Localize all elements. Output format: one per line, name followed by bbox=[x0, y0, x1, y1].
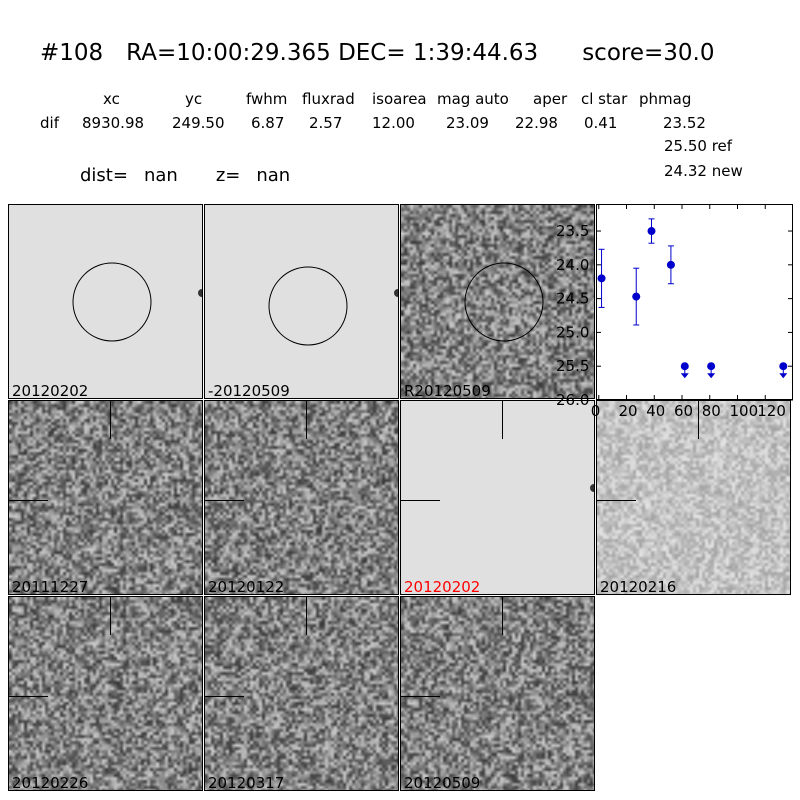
x-tick-label: 100 bbox=[729, 402, 759, 420]
stamp-label-8: 20120226 bbox=[12, 774, 89, 791]
stamp-panel-4: 20111227 bbox=[8, 400, 203, 595]
row-label: dif bbox=[40, 114, 59, 132]
crosshair-vertical-tick bbox=[110, 597, 111, 635]
col-isoarea: isoarea bbox=[372, 90, 427, 108]
light-curve-plot: 23.5 24.0 24.5 25.0 25.5 26.0 0 20 40 60 80 100 120 bbox=[556, 204, 793, 420]
z-label: z= bbox=[215, 165, 241, 186]
crosshair-vertical-tick bbox=[306, 401, 307, 439]
x-tick-label: 40 bbox=[646, 402, 666, 420]
noise-texture bbox=[401, 205, 594, 398]
x-tick-label: 0 bbox=[590, 402, 601, 420]
stamp-label-5: 20120122 bbox=[208, 578, 285, 595]
crosshair-horizontal-tick bbox=[401, 696, 440, 697]
stamp-label-6: 20120202 bbox=[404, 578, 481, 595]
value-xc: 8930.98 bbox=[82, 114, 145, 132]
new-magnitude: 24.32 new bbox=[664, 162, 743, 180]
stamp-panel-6: 20120202 bbox=[400, 400, 595, 595]
stamp-panel-8: 20120226 bbox=[8, 596, 203, 791]
z-value: nan bbox=[256, 165, 291, 186]
data-point bbox=[632, 292, 641, 301]
crosshair-vertical-tick bbox=[502, 597, 503, 635]
candidate-id: #108 bbox=[40, 40, 104, 66]
aperture-circle bbox=[464, 262, 544, 342]
crosshair-horizontal-tick bbox=[597, 500, 636, 501]
score-value: score=30.0 bbox=[582, 40, 715, 66]
noise-texture bbox=[9, 597, 202, 790]
dec-coordinate: DEC= 1:39:44.63 bbox=[338, 40, 539, 66]
value-yc: 249.50 bbox=[172, 114, 225, 132]
x-tick-label: 20 bbox=[618, 402, 638, 420]
data-point bbox=[647, 227, 656, 236]
col-fluxrad: fluxrad bbox=[302, 90, 355, 108]
stamp-label-10: 20120509 bbox=[404, 774, 481, 791]
value-mag-auto: 23.09 bbox=[446, 114, 489, 132]
stamp-label-7: 20120216 bbox=[600, 578, 677, 595]
upper-limit-arrow bbox=[707, 373, 716, 379]
col-xc: xc bbox=[103, 90, 120, 108]
crosshair-vertical-tick bbox=[306, 597, 307, 635]
crosshair-horizontal-tick bbox=[205, 500, 244, 501]
upper-limit-arrow bbox=[779, 373, 788, 379]
noise-texture bbox=[597, 401, 790, 594]
crosshair-horizontal-tick bbox=[401, 500, 440, 501]
plot-frame bbox=[596, 204, 793, 400]
dist-value: nan bbox=[143, 165, 178, 186]
col-mag-auto: mag auto bbox=[437, 90, 509, 108]
y-tick-label: 25.0 bbox=[556, 323, 589, 341]
crosshair-horizontal-tick bbox=[205, 696, 244, 697]
x-tick-label: 120 bbox=[757, 402, 786, 420]
ref-magnitude: 25.50 ref bbox=[664, 137, 733, 155]
stamp-panel-5: 20120122 bbox=[204, 400, 399, 595]
stamp-panel-10: 20120509 bbox=[400, 596, 595, 791]
data-point bbox=[666, 260, 675, 269]
light-curve-svg: 23.5 24.0 24.5 25.0 25.5 26.0 bbox=[556, 204, 793, 409]
stamp-label-4: 20111227 bbox=[12, 578, 89, 595]
aperture-circle bbox=[72, 262, 202, 342]
value-fwhm: 6.87 bbox=[251, 114, 285, 132]
col-phmag: phmag bbox=[639, 90, 692, 108]
stamp-panel-9: 20120317 bbox=[204, 596, 399, 791]
stamp-label-3: R20120509 bbox=[404, 382, 491, 399]
stamp-panel-1: 20120202 bbox=[8, 204, 203, 399]
noise-texture bbox=[205, 597, 398, 790]
stamp-panel-2: -20120509 bbox=[204, 204, 399, 399]
crosshair-horizontal-tick bbox=[9, 696, 48, 697]
data-point bbox=[597, 274, 606, 283]
dist-label: dist= bbox=[80, 165, 128, 186]
col-aper: aper bbox=[533, 90, 568, 108]
candidate-title: #108 RA=10:00:29.365 DEC= 1:39:44.63 score… bbox=[40, 40, 715, 66]
distance-redshift-line: dist= nan z= nan bbox=[80, 165, 290, 186]
stamp-label-9: 20120317 bbox=[208, 774, 285, 791]
value-aper: 22.98 bbox=[515, 114, 558, 132]
ra-coordinate: RA=10:00:29.365 bbox=[126, 40, 331, 66]
stamp-label-1: 20120202 bbox=[12, 382, 89, 399]
crosshair-vertical-tick bbox=[502, 401, 503, 439]
value-fluxrad: 2.57 bbox=[309, 114, 343, 132]
x-tick-label: 80 bbox=[701, 402, 721, 420]
y-tick-label: 24.5 bbox=[556, 290, 589, 308]
source-dot bbox=[590, 484, 594, 492]
upper-limit-arrow bbox=[680, 373, 689, 379]
value-phmag: 23.52 bbox=[663, 114, 706, 132]
crosshair-vertical-tick bbox=[698, 401, 699, 439]
y-tick-label: 24.0 bbox=[556, 256, 589, 274]
noise-texture bbox=[9, 401, 202, 594]
crosshair-horizontal-tick bbox=[9, 500, 48, 501]
noise-texture bbox=[205, 401, 398, 594]
value-cl-star: 0.41 bbox=[584, 114, 618, 132]
stamp-panel-3: R20120509 bbox=[400, 204, 595, 399]
x-tick-label: 60 bbox=[674, 402, 694, 420]
y-tick-label: 26.0 bbox=[556, 391, 589, 409]
stamp-label-2: -20120509 bbox=[208, 382, 290, 399]
y-tick-label: 25.5 bbox=[556, 357, 589, 375]
value-isoarea: 12.00 bbox=[372, 114, 415, 132]
col-fwhm: fwhm bbox=[246, 90, 288, 108]
col-yc: yc bbox=[185, 90, 203, 108]
col-cl-star: cl star bbox=[581, 90, 628, 108]
crosshair-vertical-tick bbox=[110, 401, 111, 439]
y-tick-label: 23.5 bbox=[556, 222, 589, 240]
stamp-panel-7: 20120216 bbox=[596, 400, 791, 595]
noise-texture bbox=[401, 597, 594, 790]
aperture-circle bbox=[268, 266, 398, 346]
